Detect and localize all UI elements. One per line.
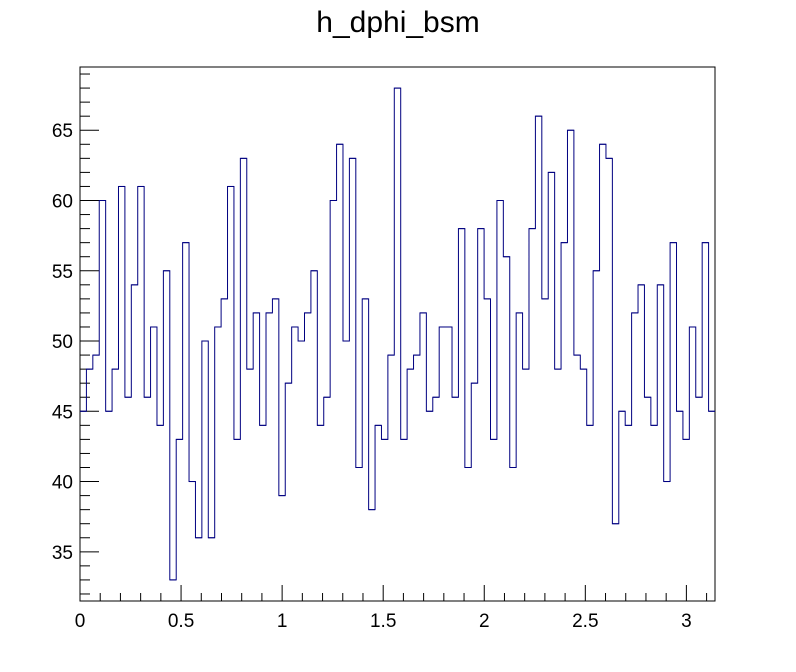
y-tick-label: 45 [52,402,73,423]
histogram-bins [80,87,715,581]
plot-frame [79,66,716,602]
x-tick-label: 1 [277,611,288,632]
x-tick-label: 1.5 [370,611,396,632]
histogram-outline [80,87,715,581]
x-tick-label: 0.5 [168,611,194,632]
chart-title: h_dphi_bsm [316,6,479,39]
x-tick-label: 0 [75,611,86,632]
y-tick-label: 35 [52,543,73,564]
plot-area: 0 0.5 1 1.5 2 2.5 3 35 40 45 50 55 60 65 [52,66,716,632]
y-tick-label: 55 [52,262,73,283]
x-tick-label: 2.5 [572,611,598,632]
y-tick-label: 40 [52,473,73,494]
x-tick-label: 2 [479,611,490,632]
y-tick-label: 60 [52,192,73,213]
x-tick-label: 3 [681,611,692,632]
y-tick-label: 65 [52,121,73,142]
y-tick-label: 50 [52,332,73,353]
